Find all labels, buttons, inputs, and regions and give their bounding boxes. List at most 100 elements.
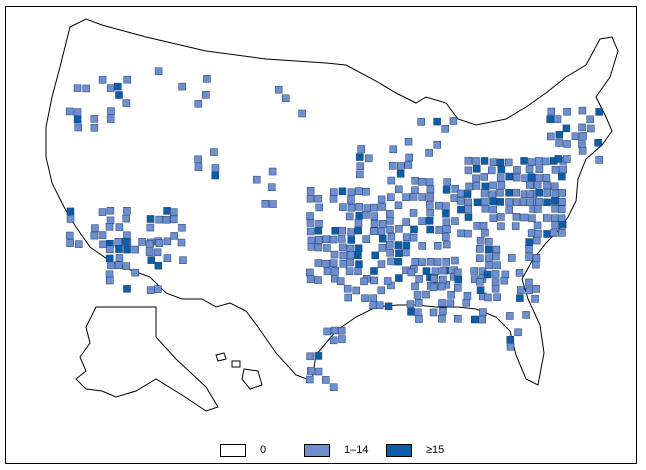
county-shape bbox=[478, 315, 487, 324]
county-shape bbox=[533, 221, 542, 230]
county-shape bbox=[557, 205, 566, 213]
county-shape bbox=[493, 261, 501, 269]
county-shape bbox=[394, 241, 403, 249]
county-shape bbox=[354, 251, 362, 260]
county-shape bbox=[485, 261, 493, 270]
county-shape bbox=[338, 243, 347, 252]
county-shape bbox=[362, 235, 370, 243]
county-shape bbox=[489, 205, 497, 214]
county-shape bbox=[500, 276, 509, 285]
county-shape bbox=[410, 225, 418, 234]
county-shape bbox=[375, 301, 384, 310]
county-shape bbox=[339, 251, 348, 260]
county-shape bbox=[553, 115, 562, 123]
county-shape bbox=[322, 235, 330, 243]
county-shape bbox=[411, 176, 419, 185]
county-shape bbox=[347, 204, 356, 212]
county-shape bbox=[464, 205, 472, 213]
county-shape bbox=[321, 376, 330, 384]
county-shape bbox=[411, 258, 420, 266]
county-shape bbox=[315, 220, 323, 228]
county-shape bbox=[347, 188, 356, 197]
county-shape bbox=[378, 203, 386, 211]
county-shape bbox=[178, 82, 186, 91]
county-shape bbox=[439, 266, 448, 275]
county-shape bbox=[354, 267, 362, 275]
county-shape bbox=[558, 229, 566, 237]
county-shape bbox=[450, 194, 459, 202]
county-shape bbox=[532, 260, 540, 269]
county-shape bbox=[464, 166, 473, 175]
legend-label-high: ≥15 bbox=[426, 444, 445, 456]
county-shape bbox=[377, 227, 386, 236]
county-shape bbox=[454, 284, 462, 292]
county-shape bbox=[441, 233, 450, 241]
county-shape bbox=[491, 278, 500, 286]
county-shape bbox=[481, 228, 489, 237]
county-shape bbox=[65, 107, 74, 116]
county-shape bbox=[210, 148, 218, 156]
county-shape bbox=[426, 208, 434, 217]
hawaii-islands bbox=[215, 352, 263, 390]
county-shape bbox=[558, 189, 566, 197]
county-shape bbox=[496, 158, 505, 167]
county-shape bbox=[354, 219, 363, 227]
county-shape bbox=[525, 245, 533, 253]
county-shape bbox=[66, 215, 75, 223]
us-county-map bbox=[45, 18, 619, 412]
county-shape bbox=[252, 175, 261, 184]
county-shape bbox=[387, 257, 395, 266]
county-shape bbox=[306, 275, 315, 283]
county-shape bbox=[82, 84, 90, 93]
county-shape bbox=[454, 275, 462, 284]
county-shape bbox=[551, 166, 560, 174]
county-shape bbox=[330, 250, 339, 259]
county-shape bbox=[170, 215, 178, 224]
county-shape bbox=[528, 214, 536, 222]
county-shape bbox=[331, 267, 339, 275]
county-shape bbox=[442, 258, 451, 266]
county-shape bbox=[360, 277, 368, 286]
county-shape bbox=[578, 106, 587, 115]
county-shape bbox=[551, 190, 560, 198]
county-shape bbox=[525, 165, 534, 173]
county-shape bbox=[476, 245, 484, 253]
county-shape bbox=[426, 225, 434, 234]
county-shape bbox=[476, 236, 485, 245]
county-shape bbox=[519, 198, 528, 206]
county-shape bbox=[106, 245, 114, 254]
county-shape bbox=[338, 187, 347, 196]
county-shape bbox=[361, 294, 369, 302]
county-shape bbox=[497, 166, 506, 174]
county-shape bbox=[579, 132, 587, 140]
county-shape bbox=[370, 276, 378, 285]
county-shape bbox=[506, 342, 515, 351]
county-shape bbox=[115, 245, 123, 253]
county-shape bbox=[268, 183, 276, 191]
county-shape bbox=[550, 229, 558, 237]
county-shape bbox=[451, 256, 459, 265]
county-shape bbox=[543, 214, 551, 222]
county-shape bbox=[98, 231, 107, 239]
county-shape bbox=[558, 198, 566, 206]
county-shape bbox=[433, 141, 442, 149]
county-shape bbox=[314, 226, 323, 235]
county-shape bbox=[162, 215, 171, 224]
county-shape bbox=[484, 246, 493, 254]
county-shape bbox=[479, 308, 487, 316]
county-shape bbox=[154, 285, 162, 293]
county-shape bbox=[464, 213, 473, 221]
county-shape bbox=[306, 375, 314, 384]
county-shape bbox=[106, 115, 115, 123]
county-shape bbox=[512, 213, 521, 221]
county-shape bbox=[194, 155, 202, 164]
county-shape bbox=[559, 165, 567, 174]
county-shape bbox=[505, 172, 513, 181]
county-shape bbox=[457, 205, 465, 214]
county-shape bbox=[146, 286, 155, 294]
county-shape bbox=[531, 295, 539, 303]
county-shape bbox=[331, 227, 339, 235]
county-shape bbox=[74, 123, 82, 132]
county-shape bbox=[307, 367, 315, 375]
county-shape bbox=[306, 194, 315, 203]
